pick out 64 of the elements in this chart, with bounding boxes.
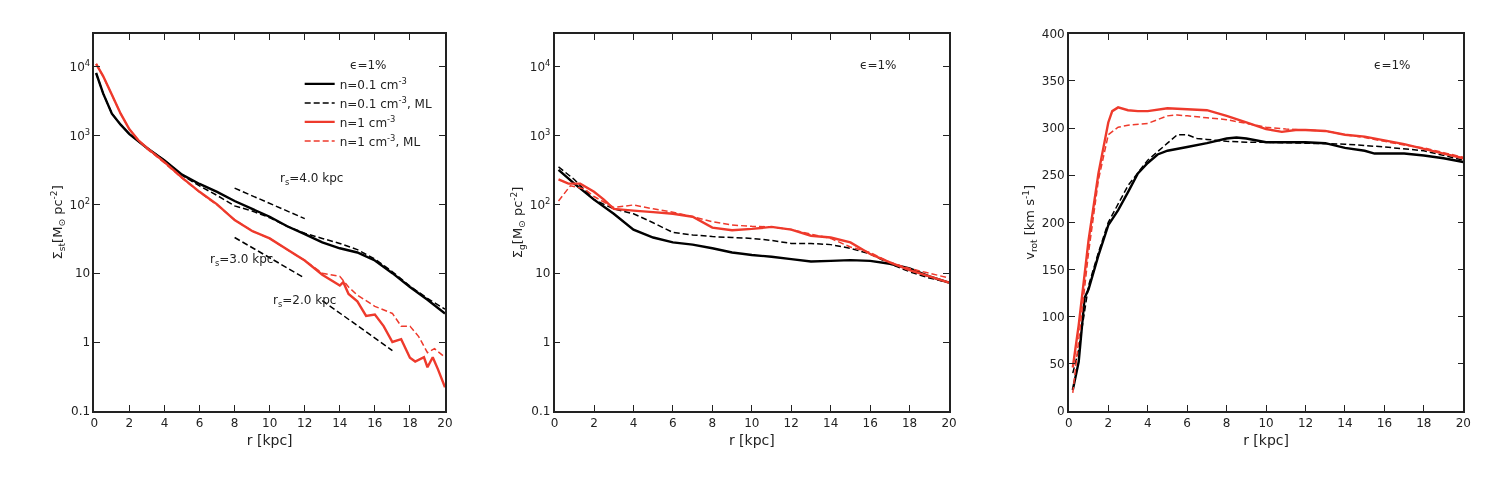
y-tick-label: 10$^{3}$ bbox=[529, 126, 551, 143]
x-axis-title: r [kpc] bbox=[728, 431, 775, 448]
y-tick-label: 200 bbox=[1041, 215, 1065, 230]
x-tick-label: 6 bbox=[195, 415, 204, 430]
x-tick-label: 2 bbox=[1104, 415, 1113, 430]
x-tick-label: 12 bbox=[783, 415, 799, 430]
x-tick-label: 4 bbox=[160, 415, 169, 430]
x-tick-label: 4 bbox=[1143, 415, 1152, 430]
x-tick-label: 16 bbox=[367, 415, 383, 430]
x-tick-label: 14 bbox=[1337, 415, 1353, 430]
y-tick-label: 10$^{3}$ bbox=[69, 126, 91, 143]
x-tick-label: 12 bbox=[297, 415, 313, 430]
y-tick-label: 1 bbox=[542, 335, 551, 350]
x-tick-label: 20 bbox=[1455, 415, 1471, 430]
annotation: r$_{s}$=4.0 kpc bbox=[280, 171, 344, 187]
x-tick-label: 20 bbox=[437, 415, 453, 430]
x-tick-label: 16 bbox=[862, 415, 878, 430]
y-tick-label: 10$^{2}$ bbox=[69, 195, 91, 212]
y-tick-label: 1 bbox=[82, 335, 91, 350]
x-tick-label: 10 bbox=[744, 415, 760, 430]
x-tick-label: 6 bbox=[669, 415, 677, 430]
x-tick-label: 4 bbox=[629, 415, 638, 430]
legend-label: n=0.1 cm$^{-3}$, ML bbox=[339, 94, 432, 111]
y-tick-label: 50 bbox=[1049, 356, 1065, 371]
x-axis-title: r [kpc] bbox=[1243, 431, 1289, 448]
x-tick-label: 10 bbox=[1258, 415, 1274, 430]
legend-label: n=1 cm$^{-3}$, ML bbox=[339, 132, 421, 149]
annotation: ϵ=1% bbox=[1374, 58, 1411, 72]
x-tick-label: 12 bbox=[1297, 415, 1314, 430]
x-tick-label: 18 bbox=[1416, 415, 1432, 430]
y-tick-label: 10 bbox=[74, 266, 91, 281]
x-axis-title: r [kpc] bbox=[246, 431, 293, 448]
y-tick-label: 300 bbox=[1041, 121, 1065, 136]
y-tick-label: 10$^{4}$ bbox=[69, 57, 91, 74]
x-tick-label: 16 bbox=[1376, 415, 1393, 430]
y-tick-label: 10$^{4}$ bbox=[529, 57, 551, 74]
x-tick-label: 20 bbox=[941, 415, 957, 430]
x-tick-label: 14 bbox=[823, 415, 839, 430]
x-tick-label: 8 bbox=[230, 415, 239, 430]
y-tick-label: 10 bbox=[535, 266, 551, 281]
x-tick-label: 14 bbox=[332, 415, 348, 430]
x-tick-label: 2 bbox=[590, 415, 598, 430]
y-tick-label: 10$^{2}$ bbox=[529, 195, 551, 212]
legend-label: n=0.1 cm$^{-3}$ bbox=[339, 75, 407, 92]
y-tick-label: 250 bbox=[1041, 168, 1065, 183]
y-tick-label: 0 bbox=[1057, 404, 1065, 419]
x-tick-label: 10 bbox=[262, 415, 278, 430]
legend-label: n=1 cm$^{-3}$ bbox=[339, 113, 396, 130]
x-tick-label: 2 bbox=[125, 415, 134, 430]
y-tick-label: 100 bbox=[1041, 309, 1065, 324]
y-tick-label: 0.1 bbox=[531, 404, 551, 419]
x-tick-label: 18 bbox=[901, 415, 918, 430]
x-tick-label: 8 bbox=[708, 415, 717, 430]
x-tick-label: 6 bbox=[1183, 415, 1191, 430]
annotation: r$_{s}$=3.0 kpc bbox=[210, 252, 274, 268]
y-tick-label: 0.1 bbox=[71, 404, 91, 419]
x-tick-label: 18 bbox=[402, 415, 418, 430]
annotation: ϵ=1% bbox=[860, 58, 897, 72]
y-tick-label: 150 bbox=[1041, 262, 1065, 277]
annotation: ϵ=1% bbox=[350, 58, 387, 72]
annotation: r$_{s}$=2.0 kpc bbox=[273, 293, 337, 309]
x-tick-label: 8 bbox=[1222, 415, 1231, 430]
y-tick-label: 400 bbox=[1041, 27, 1065, 42]
y-tick-label: 350 bbox=[1041, 74, 1065, 89]
